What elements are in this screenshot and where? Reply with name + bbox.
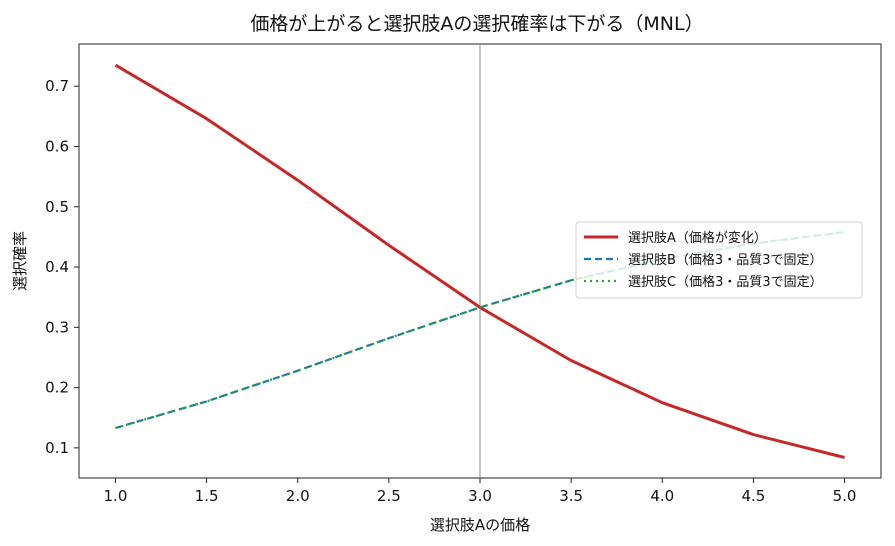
y-tick-label: 0.4 [45,258,69,276]
x-tick-label: 5.0 [833,487,857,505]
y-tick-label: 0.2 [45,379,69,397]
x-tick-label: 2.0 [286,487,310,505]
legend-label-2: 選択肢C（価格3・品質3で固定） [628,274,823,290]
x-tick-label: 1.5 [195,487,219,505]
y-tick-label: 0.1 [45,439,69,457]
y-axis-label: 選択確率 [11,231,29,291]
x-axis-label: 選択肢Aの価格 [430,516,530,534]
x-tick-label: 4.0 [650,487,674,505]
legend-box [575,221,863,299]
y-tick-label: 0.6 [45,137,69,155]
x-tick-label: 2.5 [377,487,401,505]
x-tick-label: 3.0 [468,487,492,505]
legend: 選択肢A（価格が変化） 選択肢B（価格3・品質3で固定） 選択肢C（価格3・品質3で… [575,221,863,299]
series-line-2 [115,231,845,430]
legend-label-1: 選択肢B（価格3・品質3で固定） [628,252,822,268]
y-tick-label: 0.3 [45,318,69,336]
series-lines [114,63,845,459]
x-tick-label: 1.0 [104,487,128,505]
y-tick-label: 0.5 [45,198,69,216]
x-tick-label: 3.5 [559,487,583,505]
legend-label-0: 選択肢A（価格が変化） [628,230,767,246]
y-tick-label: 0.7 [45,77,69,95]
chart-title: 価格が上がると選択肢Aの選択確率は下がる（MNL） [250,13,703,35]
ticks: 1.0 1.5 2.0 2.5 3.0 3.5 4.0 4.5 5.0 0.1 0.2 0.3 0.4 0… [45,77,856,505]
x-tick-label: 4.5 [741,487,765,505]
